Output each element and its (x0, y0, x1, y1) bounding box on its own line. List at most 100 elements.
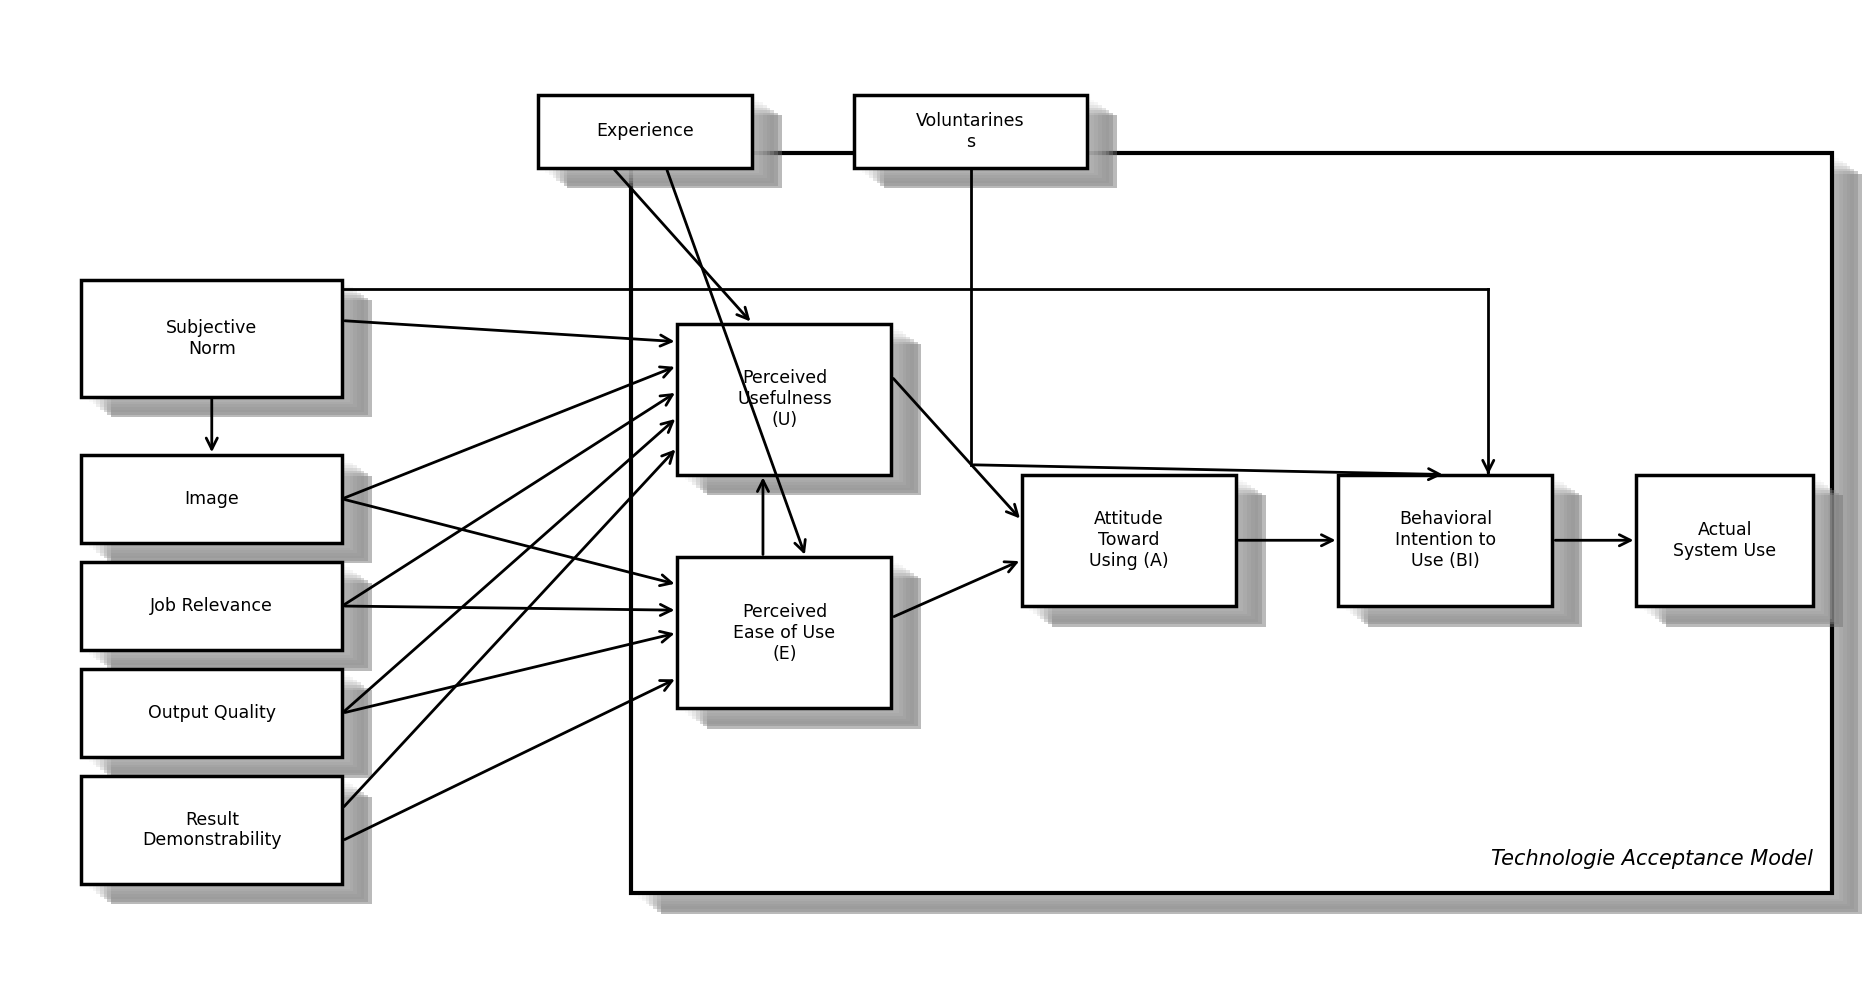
Bar (685, 562, 899, 713)
Bar (88, 460, 349, 548)
Bar (1360, 490, 1574, 621)
Bar (88, 675, 349, 762)
Bar (1356, 487, 1570, 619)
Bar (84, 780, 345, 886)
Bar (111, 691, 371, 778)
Bar (103, 792, 364, 899)
Bar (642, 161, 1842, 901)
Bar (88, 285, 349, 402)
Bar (111, 476, 371, 563)
Bar (707, 344, 921, 495)
Bar (1034, 482, 1248, 614)
Bar (1651, 485, 1827, 617)
Bar (1041, 487, 1255, 619)
Bar (1655, 487, 1831, 619)
Bar (84, 565, 345, 652)
Bar (99, 789, 360, 897)
Bar (688, 565, 902, 716)
Bar (546, 100, 760, 173)
Bar (880, 113, 1112, 186)
Bar (99, 292, 360, 410)
Bar (1052, 495, 1266, 626)
Bar (81, 562, 341, 650)
Bar (561, 111, 775, 183)
Bar (567, 116, 782, 189)
Bar (861, 100, 1094, 173)
Bar (81, 280, 341, 396)
Text: Result
Demonstrability: Result Demonstrability (143, 811, 281, 850)
Text: Actual
System Use: Actual System Use (1673, 521, 1777, 559)
Bar (1349, 482, 1565, 614)
Bar (96, 290, 356, 407)
Bar (1345, 480, 1561, 612)
Bar (630, 153, 1831, 893)
Bar (111, 797, 371, 904)
Bar (1341, 477, 1557, 609)
Bar (857, 97, 1090, 170)
Bar (81, 669, 341, 757)
Bar (538, 95, 752, 168)
Bar (1647, 482, 1823, 614)
Text: Experience: Experience (597, 123, 694, 140)
Bar (677, 323, 891, 474)
Bar (645, 163, 1846, 904)
Bar (1666, 495, 1842, 626)
Bar (653, 169, 1853, 909)
Bar (872, 108, 1105, 181)
Bar (634, 156, 1835, 896)
Bar (542, 97, 756, 170)
Bar (563, 113, 779, 186)
Bar (111, 583, 371, 671)
Bar (99, 468, 360, 555)
Bar (103, 470, 364, 558)
Bar (692, 568, 906, 718)
Bar (92, 677, 353, 765)
Bar (681, 326, 895, 477)
Bar (854, 95, 1086, 168)
Bar (638, 158, 1838, 898)
Bar (681, 560, 895, 711)
Bar (96, 465, 356, 553)
Bar (1022, 474, 1236, 606)
Bar (677, 557, 891, 708)
Bar (1364, 493, 1578, 624)
Text: Attitude
Toward
Using (A): Attitude Toward Using (A) (1090, 511, 1169, 570)
Bar (103, 685, 364, 773)
Bar (1658, 490, 1835, 621)
Text: Perceived
Usefulness
(U): Perceived Usefulness (U) (737, 370, 831, 429)
Bar (84, 672, 345, 760)
Bar (688, 331, 902, 482)
Text: Behavioral
Intention to
Use (BI): Behavioral Intention to Use (BI) (1396, 511, 1495, 570)
Bar (1636, 474, 1814, 606)
Bar (1030, 480, 1244, 612)
Bar (107, 688, 368, 776)
Bar (657, 171, 1857, 912)
Bar (692, 334, 906, 485)
Bar (707, 578, 921, 729)
Bar (696, 337, 910, 487)
Text: Subjective
Norm: Subjective Norm (167, 319, 257, 358)
Bar (704, 575, 917, 726)
Bar (111, 300, 371, 417)
Bar (557, 108, 771, 181)
Bar (1026, 477, 1240, 609)
Bar (88, 567, 349, 655)
Bar (700, 573, 914, 724)
Bar (107, 473, 368, 561)
Bar (92, 288, 353, 404)
Bar (696, 570, 910, 721)
Bar (103, 578, 364, 666)
Bar (103, 295, 364, 412)
Text: Technologie Acceptance Model: Technologie Acceptance Model (1491, 849, 1814, 869)
Text: Image: Image (184, 490, 238, 508)
Bar (876, 111, 1109, 183)
Bar (700, 339, 914, 490)
Bar (84, 457, 345, 545)
Text: Perceived
Ease of Use
(E): Perceived Ease of Use (E) (734, 603, 835, 663)
Bar (92, 462, 353, 550)
Bar (1338, 474, 1553, 606)
Text: Output Quality: Output Quality (148, 704, 276, 722)
Bar (884, 116, 1116, 189)
Bar (1368, 495, 1581, 626)
Bar (92, 784, 353, 891)
